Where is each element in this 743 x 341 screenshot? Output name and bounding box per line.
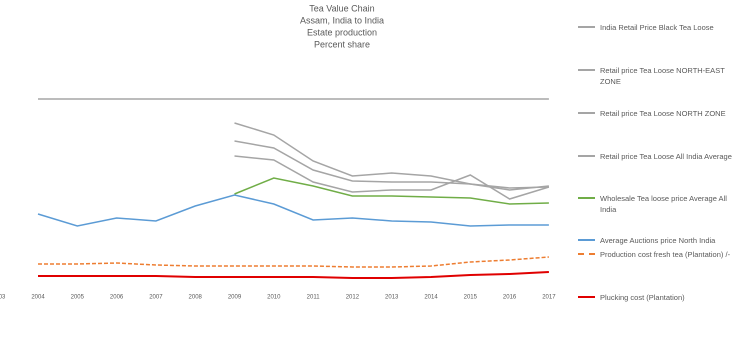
chart-title: Tea Value Chain [309, 3, 374, 13]
legend-item: Wholesale Tea loose price Average All In… [578, 193, 743, 215]
x-tick-label: 2014 [424, 295, 438, 301]
x-tick-label: 2012 [346, 295, 360, 301]
x-tick-label: 2013 [385, 295, 399, 301]
legend-label: India Retail Price Black Tea Loose [600, 23, 714, 32]
legend-swatch [578, 26, 595, 28]
legend-item: Retail price Tea Loose All India Average [578, 151, 743, 162]
chart-subtitle: Assam, India to India [300, 15, 384, 25]
series-line [37, 194, 549, 227]
x-tick-label: 2009 [228, 295, 242, 301]
legend-swatch [578, 296, 595, 298]
legend-label: Average Auctions price North India [600, 236, 716, 245]
legend-swatch [578, 69, 595, 71]
series-line [234, 155, 550, 200]
chart-subtitle: Percent share [314, 39, 370, 49]
series-line [234, 177, 549, 205]
x-tick-label: 2016 [503, 295, 517, 301]
x-tick-label: 2010 [267, 295, 281, 301]
series-line [38, 271, 549, 279]
chart-subtitle: Estate production [307, 27, 377, 37]
legend-label: Plucking cost (Plantation) [600, 293, 685, 302]
legend-swatch [578, 239, 595, 241]
x-tick-label: 2008 [189, 295, 203, 301]
x-tick-label: 2005 [71, 295, 85, 301]
legend-swatch [578, 197, 595, 199]
legend-swatch [578, 253, 595, 255]
legend-item: Average Auctions price North India [578, 235, 743, 246]
x-tick-label: 2011 [307, 295, 321, 301]
x-tick-label: 2017 [542, 295, 556, 301]
legend-label: Wholesale Tea loose price Average All In… [600, 194, 727, 214]
legend-label: Production cost fresh tea (Plantation) /… [600, 250, 731, 259]
series-line [234, 140, 549, 189]
legend-item: Retail price Tea Loose NORTH-EAST ZONE [578, 65, 743, 87]
x-tick-label: 2003 [0, 295, 6, 301]
legend-item: Plucking cost (Plantation) [578, 292, 743, 303]
legend-swatch [578, 155, 595, 157]
legend-swatch [578, 112, 595, 114]
x-tick-label: 2006 [110, 295, 124, 301]
legend-item: India Retail Price Black Tea Loose [578, 22, 743, 33]
x-tick-label: 2015 [464, 295, 478, 301]
x-tick-label: 2007 [149, 295, 163, 301]
legend-item: Production cost fresh tea (Plantation) /… [578, 249, 743, 260]
series-line [38, 256, 549, 268]
x-tick-label: 2004 [31, 295, 45, 301]
series-line [234, 122, 549, 191]
legend-label: Retail price Tea Loose NORTH ZONE [600, 109, 726, 118]
legend-label: Retail price Tea Loose All India Average [600, 152, 732, 161]
legend-label: Retail price Tea Loose NORTH-EAST ZONE [600, 66, 725, 86]
legend-item: Retail price Tea Loose NORTH ZONE [578, 108, 743, 119]
